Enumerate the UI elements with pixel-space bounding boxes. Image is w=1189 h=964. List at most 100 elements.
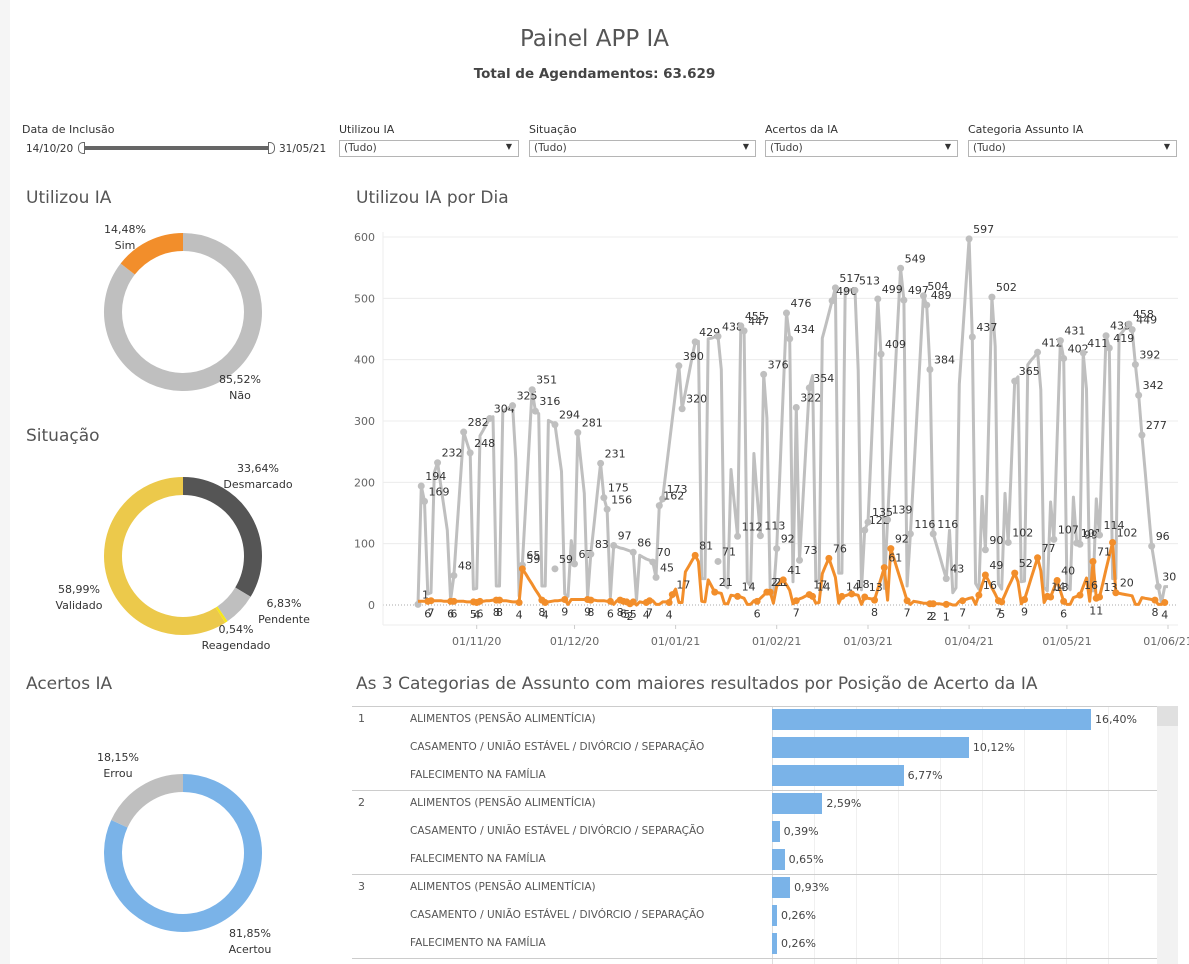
- donut-label-nao: 85,52% Não: [219, 373, 261, 402]
- page-title: Painel APP IA: [519, 26, 670, 52]
- data-label: 7: [995, 607, 1002, 620]
- data-point: [975, 591, 983, 599]
- data-point: [1112, 589, 1120, 597]
- chevron-down-icon: ▼: [505, 142, 512, 151]
- data-label: 6: [476, 607, 483, 620]
- data-label: 6: [620, 607, 627, 620]
- bar-gridline: [898, 706, 899, 964]
- data-point: [805, 384, 813, 392]
- data-label: 102: [1117, 526, 1138, 539]
- data-point: [942, 575, 950, 583]
- bar-value-label: 10,12%: [972, 741, 1015, 754]
- data-label: 1: [422, 588, 429, 601]
- data-label: 390: [683, 350, 704, 363]
- utilizou-filter-dropdown[interactable]: (Tudo) ▼: [339, 140, 519, 157]
- data-label: 41: [787, 564, 801, 577]
- data-point: [828, 297, 836, 305]
- x-tick-label: 01/06/21: [1143, 635, 1189, 648]
- data-point: [649, 558, 657, 566]
- categoria-filter-dropdown[interactable]: (Tudo) ▼: [968, 140, 1177, 157]
- bar-chart-scroll-thumb[interactable]: [1157, 706, 1178, 726]
- data-point: [574, 429, 582, 437]
- date-slider-track[interactable]: [83, 146, 271, 150]
- data-point: [897, 264, 905, 272]
- data-point: [629, 598, 637, 606]
- bar[interactable]: [772, 765, 904, 786]
- category-label: FALECIMENTO NA FAMÍLIA: [410, 937, 546, 949]
- data-label: 73: [804, 544, 818, 557]
- data-point: [900, 296, 908, 304]
- data-point: [874, 295, 882, 303]
- data-label: 14: [742, 580, 756, 593]
- data-point: [825, 554, 833, 562]
- data-point: [1089, 557, 1097, 565]
- data-point: [1096, 531, 1104, 539]
- category-label: CASAMENTO / UNIÃO ESTÁVEL / DIVÓRCIO / S…: [410, 825, 705, 837]
- acertos-ia-donut: [104, 774, 262, 932]
- data-label: 447: [748, 315, 769, 328]
- bar[interactable]: [772, 877, 791, 898]
- bar-gridline: [982, 706, 983, 964]
- date-slider-end-handle[interactable]: [268, 142, 275, 154]
- data-label: 5: [623, 608, 630, 621]
- data-label: 11: [1089, 604, 1103, 617]
- bar[interactable]: [772, 793, 823, 814]
- data-label: 434: [794, 323, 815, 336]
- data-point: [450, 597, 458, 605]
- data-label: 71: [722, 545, 736, 558]
- bar[interactable]: [772, 821, 780, 842]
- data-label: 4: [473, 609, 480, 622]
- rank-label: 2: [358, 796, 365, 809]
- data-point: [450, 572, 458, 580]
- data-label: 14: [1051, 580, 1065, 593]
- data-point: [1105, 344, 1113, 352]
- data-point: [587, 596, 595, 604]
- data-label: 76: [833, 542, 847, 555]
- x-tick-label: 01/12/20: [550, 635, 599, 648]
- data-label: 419: [1113, 332, 1134, 345]
- line-chart-title: Utilizou IA por Dia: [356, 188, 509, 208]
- data-point: [421, 497, 429, 505]
- data-point: [903, 597, 911, 605]
- data-point: [551, 421, 559, 429]
- bar[interactable]: [772, 849, 785, 870]
- bar[interactable]: [772, 737, 969, 758]
- donut-slice-validado: [104, 477, 226, 635]
- bar[interactable]: [772, 709, 1091, 730]
- acertos-filter-dropdown[interactable]: (Tudo) ▼: [765, 140, 958, 157]
- category-label: FALECIMENTO NA FAMÍLIA: [410, 853, 546, 865]
- data-point: [1056, 337, 1064, 345]
- category-label: CASAMENTO / UNIÃO ESTÁVEL / DIVÓRCIO / S…: [410, 909, 705, 921]
- data-point: [1021, 595, 1029, 603]
- data-label: 322: [800, 392, 821, 405]
- data-point: [531, 407, 539, 415]
- data-label: 122: [869, 514, 890, 527]
- data-point: [779, 576, 787, 584]
- data-point: [880, 564, 888, 572]
- data-label: 5: [998, 608, 1005, 621]
- data-point: [665, 599, 673, 607]
- data-label: 5: [470, 608, 477, 621]
- data-label: 365: [1019, 365, 1040, 378]
- situacao-filter-dropdown[interactable]: (Tudo) ▼: [529, 140, 756, 157]
- data-label: 2: [930, 610, 937, 623]
- chevron-down-icon: ▼: [742, 142, 749, 151]
- bar[interactable]: [772, 933, 778, 954]
- data-point: [959, 597, 967, 605]
- bar-chart-scrollbar[interactable]: [1157, 706, 1178, 964]
- data-label: 116: [914, 518, 935, 531]
- bar[interactable]: [772, 905, 778, 926]
- bar-value-label: 0,65%: [788, 853, 824, 866]
- data-label: 6: [447, 607, 454, 620]
- date-slider-start-handle[interactable]: [78, 142, 85, 154]
- data-point: [838, 592, 846, 600]
- data-point: [610, 542, 618, 550]
- data-label: 9: [1021, 605, 1028, 618]
- data-point: [541, 599, 549, 607]
- data-label: 59: [526, 553, 540, 566]
- data-label: 6: [424, 607, 431, 620]
- data-point: [668, 591, 676, 599]
- data-label: 92: [895, 533, 909, 546]
- data-label: 83: [595, 538, 609, 551]
- donut-slice-reagendado: [215, 606, 228, 623]
